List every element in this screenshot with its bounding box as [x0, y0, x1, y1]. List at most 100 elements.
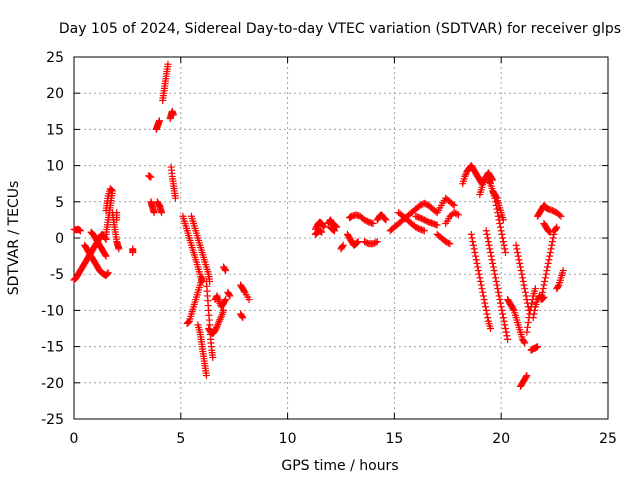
data-point	[469, 238, 477, 246]
y-tick-label: -5	[50, 267, 64, 283]
data-point	[494, 212, 502, 220]
data-point	[486, 178, 494, 186]
data-point	[516, 259, 524, 267]
data-point	[184, 319, 192, 327]
y-tick-label: -20	[41, 376, 64, 392]
data-point	[245, 296, 253, 304]
data-point	[496, 296, 504, 304]
y-tick-label: 15	[46, 122, 64, 138]
data-point	[155, 117, 163, 125]
data-point	[556, 211, 564, 219]
data-point	[492, 274, 500, 282]
data-point	[492, 201, 500, 209]
data-point	[497, 303, 505, 311]
data-point	[445, 239, 453, 247]
data-point	[480, 296, 488, 304]
data-point	[496, 299, 504, 307]
data-point	[492, 277, 500, 285]
data-point	[491, 270, 499, 278]
data-point	[530, 310, 538, 318]
data-point	[449, 200, 457, 208]
data-point	[538, 292, 546, 300]
data-point	[147, 173, 155, 181]
data-point	[503, 332, 511, 340]
data-point	[521, 285, 529, 293]
y-tick-labels: -25 -20 -15 -10 -5 0 5 10 15 20 25	[41, 50, 64, 428]
data-point	[115, 245, 123, 253]
data-point	[474, 263, 482, 271]
data-point	[484, 234, 492, 242]
data-point	[477, 277, 485, 285]
data-point	[318, 228, 326, 236]
data-point	[102, 252, 110, 260]
data-point	[496, 223, 504, 231]
data-point	[546, 252, 554, 260]
data-point	[494, 285, 502, 293]
data-point	[482, 303, 490, 311]
data-point	[222, 267, 230, 275]
data-point	[420, 227, 428, 235]
data-point	[169, 111, 177, 119]
data-point	[213, 322, 221, 330]
data-point	[498, 230, 506, 238]
data-point	[221, 297, 229, 305]
data-point	[523, 328, 531, 336]
data-point	[501, 321, 509, 329]
data-point	[221, 265, 229, 273]
data-point	[483, 310, 491, 318]
data-point	[521, 288, 529, 296]
data-point	[226, 292, 234, 300]
data-point	[477, 281, 485, 289]
data-point	[502, 328, 510, 336]
data-point	[222, 296, 230, 304]
data-point	[522, 373, 530, 381]
data-point	[478, 285, 486, 293]
y-tick-label: 5	[55, 195, 64, 211]
data-point	[540, 281, 548, 289]
data-point	[488, 256, 496, 264]
y-tick-label: -15	[41, 340, 64, 356]
data-point	[472, 252, 480, 260]
data-point	[240, 287, 248, 295]
data-point	[353, 239, 361, 247]
data-point	[202, 372, 210, 380]
data-point	[489, 259, 497, 267]
data-point	[164, 60, 172, 68]
data-point	[542, 270, 550, 278]
data-point	[472, 256, 480, 264]
chart-title: Day 105 of 2024, Sidereal Day-to-day VTE…	[59, 21, 621, 37]
data-point	[492, 198, 500, 206]
data-point	[504, 335, 512, 343]
data-point	[369, 220, 377, 228]
data-point	[534, 343, 542, 351]
data-point	[539, 285, 547, 293]
data-point	[103, 270, 111, 278]
data-point	[479, 288, 487, 296]
data-point	[528, 299, 536, 307]
data-point	[495, 216, 503, 224]
data-point	[541, 277, 549, 285]
y-axis-label: SDTVAR / TECUs	[6, 181, 22, 296]
data-point	[467, 230, 475, 238]
data-point	[353, 238, 361, 246]
data-point	[499, 310, 507, 318]
data-point	[373, 238, 381, 246]
data-point	[129, 248, 137, 256]
y-tick-label: -25	[41, 412, 64, 428]
data-point	[550, 230, 558, 238]
y-tick-label: -10	[41, 303, 64, 319]
data-point	[509, 305, 517, 313]
data-point	[453, 210, 461, 218]
data-point	[473, 259, 481, 267]
data-point	[214, 321, 222, 329]
data-point	[494, 209, 502, 217]
data-point	[217, 314, 225, 322]
data-point	[497, 227, 505, 235]
data-point	[382, 216, 390, 224]
data-point	[113, 216, 121, 224]
data-point	[454, 211, 462, 219]
data-point	[501, 245, 509, 253]
data-point	[487, 325, 495, 332]
y-tick-label: 10	[46, 159, 64, 175]
